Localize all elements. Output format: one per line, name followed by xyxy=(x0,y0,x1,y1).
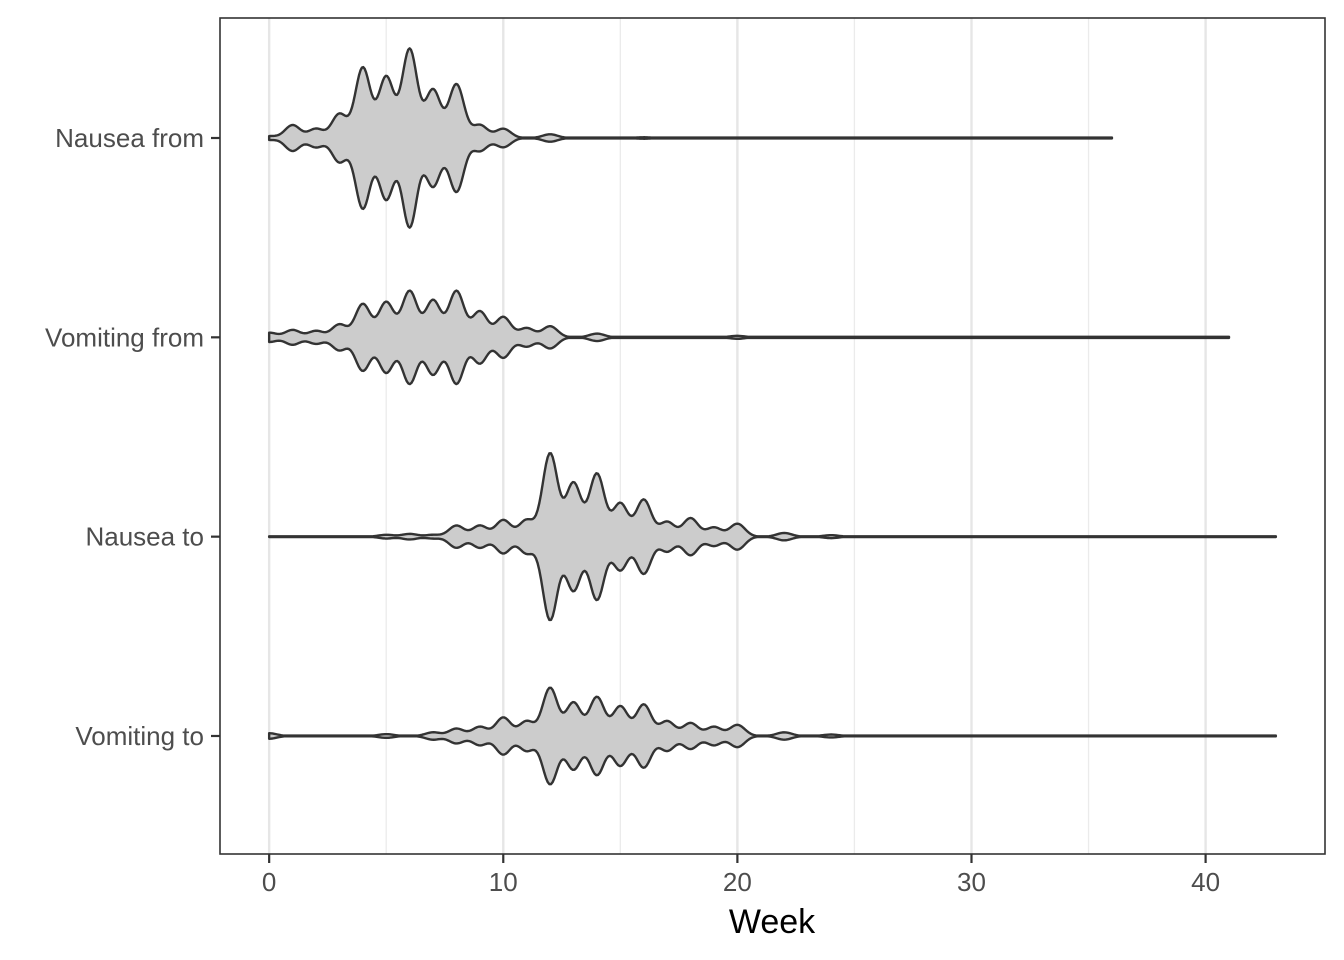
gridlines xyxy=(267,18,1207,854)
violin-nausea-from xyxy=(267,47,1114,229)
violin-nausea-to xyxy=(267,452,1278,622)
x-axis: 0 10 20 30 40 xyxy=(262,854,1220,897)
violins xyxy=(267,47,1278,786)
y-tick-label: Nausea from xyxy=(55,123,204,153)
x-tick-label: 30 xyxy=(957,867,986,897)
y-tick-label: Vomiting to xyxy=(75,721,204,751)
x-tick-label: 10 xyxy=(489,867,518,897)
violin-vomiting-from xyxy=(267,289,1231,386)
x-tick-label: 0 xyxy=(262,867,276,897)
x-axis-title: Week xyxy=(729,903,816,941)
x-tick-label: 40 xyxy=(1191,867,1220,897)
plot-panel-border xyxy=(219,17,1326,855)
y-tick-label: Vomiting from xyxy=(45,322,204,352)
y-axis: Nausea from Vomiting from Nausea to Vomitin… xyxy=(45,123,220,751)
x-tick-label: 20 xyxy=(723,867,752,897)
violin-vomiting-to xyxy=(267,686,1278,786)
y-tick-label: Nausea to xyxy=(85,522,204,552)
